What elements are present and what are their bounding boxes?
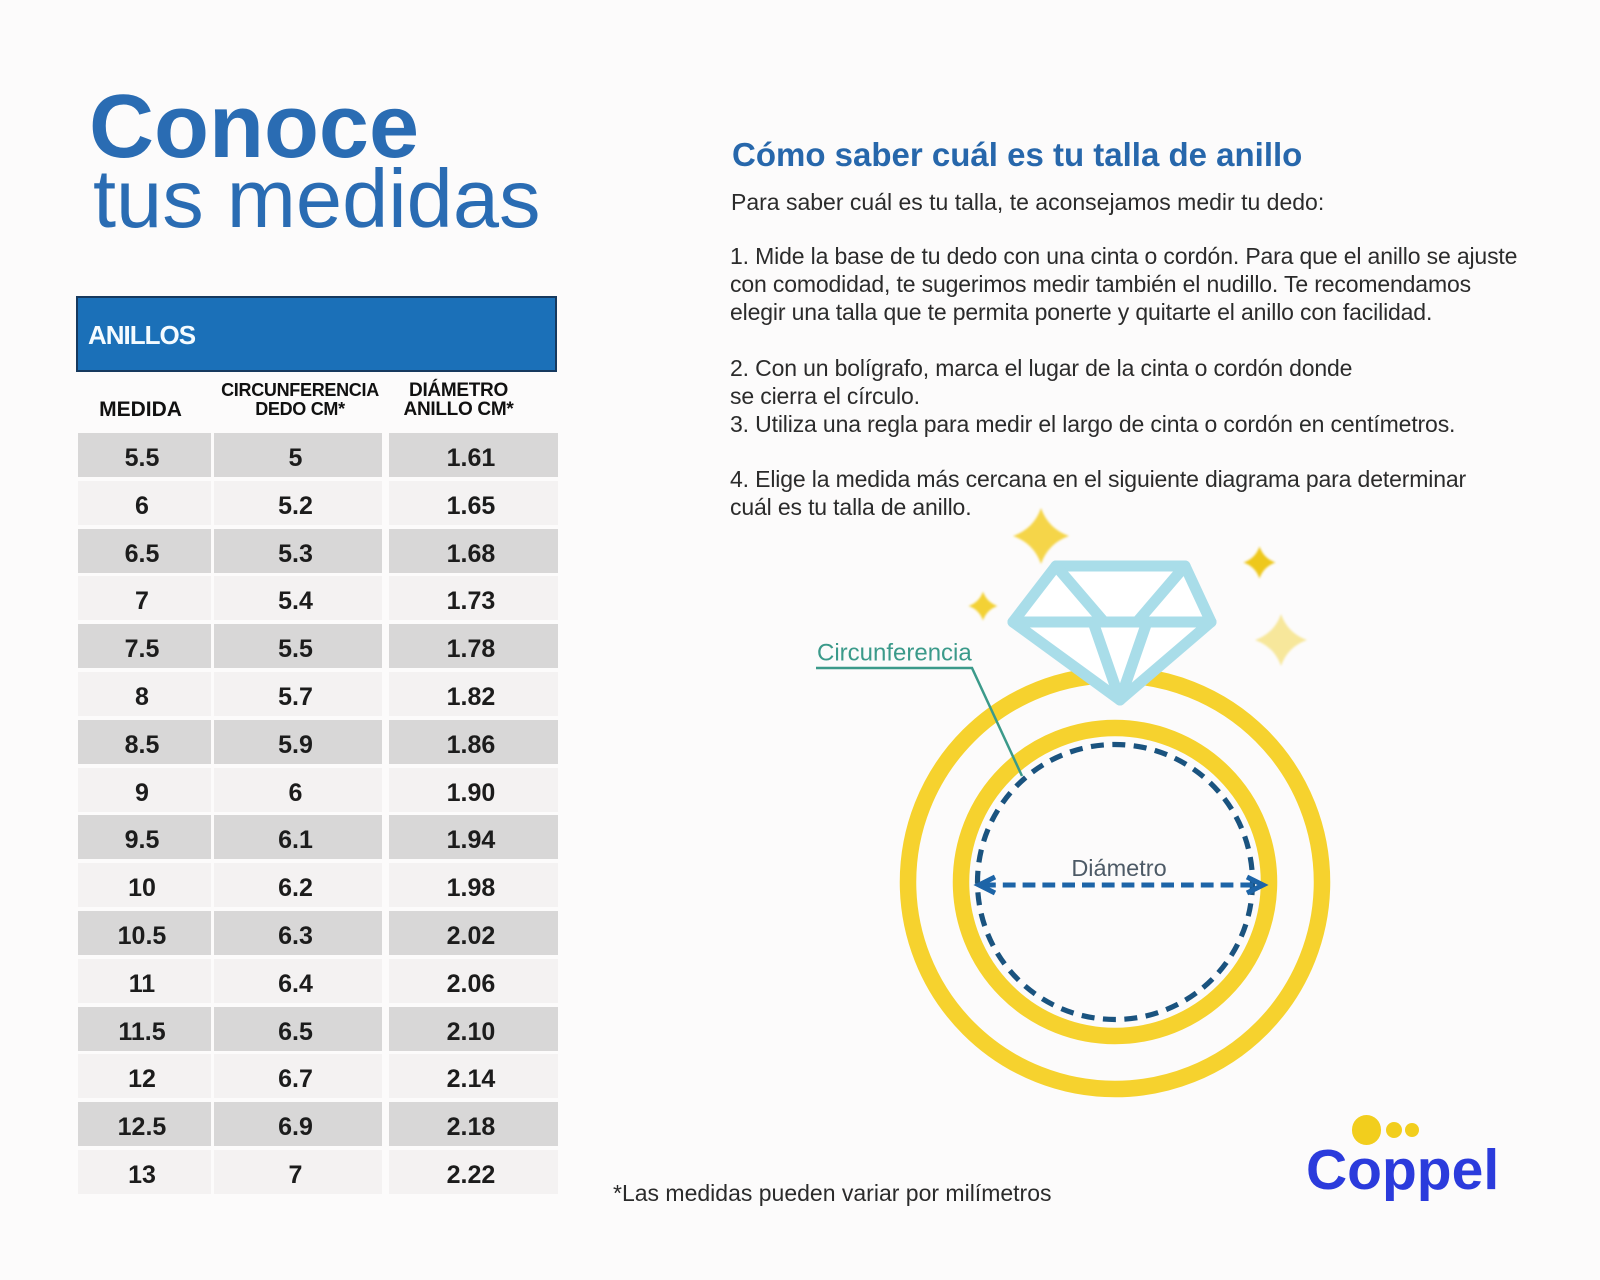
svg-text:Circunferencia: Circunferencia	[817, 639, 972, 666]
svg-text:Diámetro: Diámetro	[1071, 855, 1166, 881]
